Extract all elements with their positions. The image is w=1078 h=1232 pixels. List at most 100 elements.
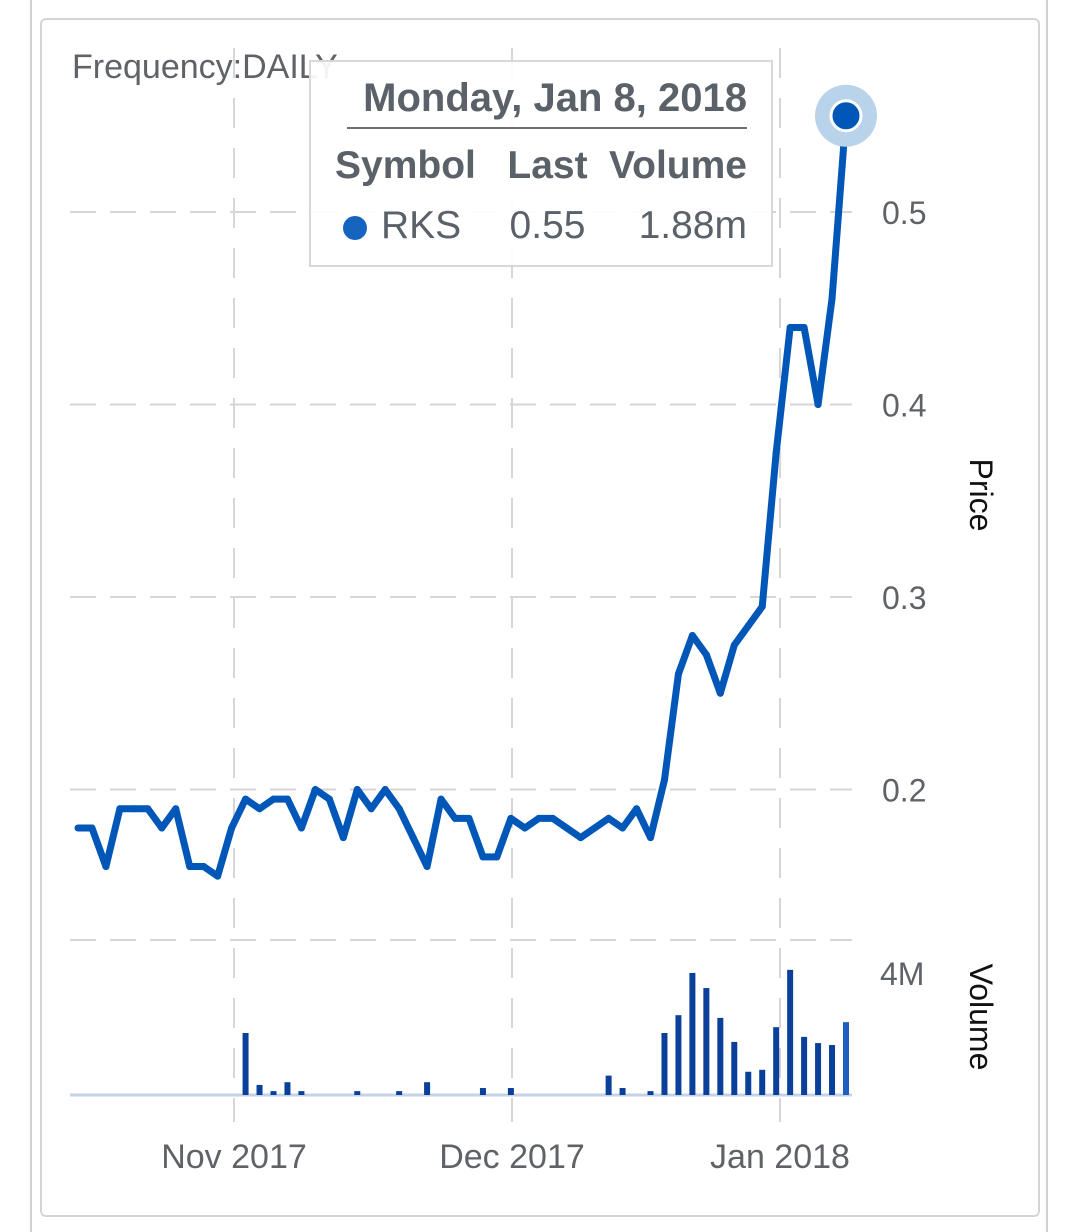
tooltip-row: RKS 0.55 1.88m bbox=[335, 204, 747, 248]
volume-bar bbox=[661, 1033, 668, 1095]
volume-bar bbox=[605, 1075, 612, 1095]
price-point bbox=[688, 632, 696, 639]
price-point bbox=[479, 853, 487, 861]
volume-bar bbox=[619, 1088, 626, 1095]
price-point bbox=[423, 863, 431, 870]
tooltip-header-symbol: Symbol bbox=[335, 144, 476, 187]
price-point bbox=[605, 814, 613, 822]
price-point bbox=[786, 324, 794, 331]
price-point bbox=[381, 786, 389, 793]
price-tick-label: 0.2 bbox=[882, 773, 926, 809]
price-point bbox=[744, 622, 752, 630]
price-point bbox=[158, 824, 166, 832]
price-point bbox=[269, 795, 277, 803]
price-point bbox=[409, 834, 417, 842]
volume-bar bbox=[815, 1043, 822, 1095]
price-point bbox=[437, 795, 445, 803]
x-tick-label: Nov 2017 bbox=[161, 1138, 307, 1176]
tooltip-header: Symbol Last Volume bbox=[335, 144, 747, 188]
volume-tick-label: 4M bbox=[880, 956, 924, 992]
tooltip-last: 0.55 bbox=[509, 204, 586, 247]
volume-bar bbox=[284, 1082, 291, 1095]
price-point bbox=[116, 805, 124, 813]
price-point bbox=[730, 641, 738, 649]
tooltip-date: Monday, Jan 8, 2018 bbox=[347, 76, 747, 129]
price-point bbox=[535, 814, 543, 822]
price-point bbox=[800, 324, 808, 331]
price-point bbox=[577, 834, 585, 842]
volume-bar bbox=[354, 1091, 361, 1095]
volume-bar bbox=[801, 1036, 808, 1095]
frequency-label: Frequency:DAILY bbox=[72, 48, 338, 86]
price-point bbox=[451, 814, 459, 822]
price-axis-title: Price bbox=[963, 459, 999, 532]
price-point bbox=[339, 834, 347, 842]
price-point bbox=[228, 824, 236, 832]
price-point bbox=[647, 834, 655, 842]
price-point bbox=[674, 670, 682, 678]
price-point bbox=[716, 689, 724, 697]
volume-bar bbox=[256, 1084, 263, 1095]
price-point bbox=[465, 814, 473, 822]
x-tick-label: Jan 2018 bbox=[710, 1138, 850, 1176]
volume-bar bbox=[507, 1088, 514, 1095]
price-point bbox=[549, 814, 557, 822]
tooltip-header-last: Last bbox=[507, 144, 588, 187]
price-point bbox=[74, 824, 82, 832]
price-point bbox=[814, 401, 822, 408]
price-point bbox=[493, 853, 501, 861]
volume-bar bbox=[773, 1027, 780, 1095]
tooltip-volume: 1.88m bbox=[638, 204, 747, 247]
price-point bbox=[353, 786, 361, 793]
price-point bbox=[325, 795, 333, 803]
volume-bar bbox=[479, 1088, 486, 1095]
price-point bbox=[88, 824, 96, 832]
price-point bbox=[102, 863, 110, 870]
price-point bbox=[758, 603, 766, 611]
price-point bbox=[186, 863, 194, 870]
price-point bbox=[130, 805, 138, 813]
price-point bbox=[702, 651, 710, 659]
price-point bbox=[311, 786, 319, 793]
price-point bbox=[828, 295, 836, 303]
volume-bar bbox=[647, 1091, 654, 1095]
price-point bbox=[214, 872, 222, 880]
price-point bbox=[633, 805, 641, 813]
price-point bbox=[297, 824, 305, 832]
price-point bbox=[563, 824, 571, 832]
page-edge-left bbox=[30, 0, 32, 1232]
price-point bbox=[660, 776, 668, 784]
volume-bar bbox=[689, 972, 696, 1095]
volume-bar bbox=[829, 1045, 836, 1095]
volume-bar bbox=[270, 1091, 277, 1095]
price-point bbox=[772, 449, 780, 457]
tooltip: Monday, Jan 8, 2018 Symbol Last Volume R… bbox=[309, 60, 773, 267]
series-dot-icon bbox=[343, 215, 367, 240]
x-tick-label: Dec 2017 bbox=[439, 1138, 585, 1176]
price-point bbox=[507, 814, 515, 822]
price-point bbox=[144, 805, 152, 813]
volume-bar bbox=[787, 969, 794, 1095]
price-point bbox=[172, 805, 180, 813]
price-point bbox=[256, 805, 264, 813]
chart-card bbox=[40, 18, 1040, 1217]
volume-bar bbox=[703, 988, 710, 1095]
hover-marker bbox=[829, 99, 863, 133]
volume-bar bbox=[424, 1082, 431, 1095]
price-point bbox=[200, 863, 208, 870]
volume-bar bbox=[242, 1033, 249, 1095]
tooltip-header-volume: Volume bbox=[609, 144, 747, 187]
volume-bar bbox=[731, 1041, 738, 1095]
price-point bbox=[395, 805, 403, 813]
price-point bbox=[283, 795, 291, 803]
volume-bar bbox=[396, 1091, 403, 1095]
volume-bar bbox=[759, 1069, 766, 1095]
price-point bbox=[242, 795, 250, 803]
volume-bar bbox=[675, 1015, 682, 1095]
price-point bbox=[521, 824, 529, 832]
price-tick-label: 0.5 bbox=[882, 195, 926, 231]
volume-axis-title: Volume bbox=[963, 964, 999, 1071]
tooltip-symbol: RKS bbox=[381, 204, 462, 247]
price-point bbox=[619, 824, 627, 832]
